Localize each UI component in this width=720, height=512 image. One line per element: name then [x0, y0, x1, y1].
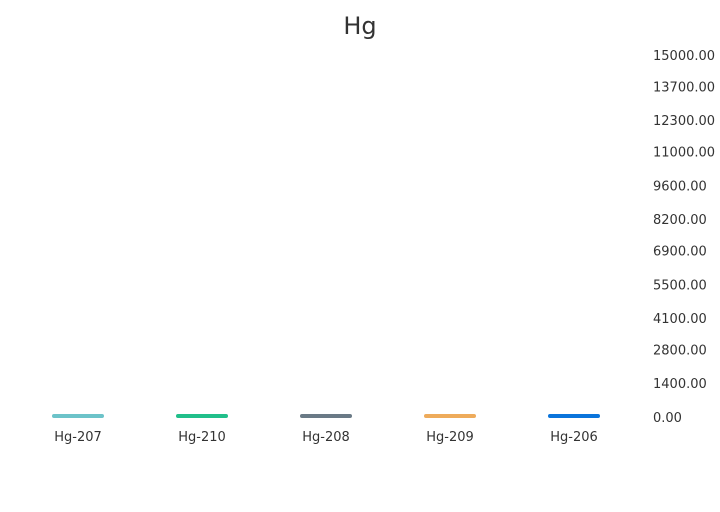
- category-labels: Hg-207 Hg-210 Hg-208 Hg-209 Hg-206: [54, 430, 598, 445]
- bar: [52, 414, 104, 418]
- category-label: Hg-208: [302, 430, 350, 445]
- y-tick-label: 1400.00: [653, 377, 707, 392]
- bars-layer: [52, 414, 600, 418]
- y-tick-label: 5500.00: [653, 278, 707, 293]
- bar: [548, 414, 600, 418]
- y-tick-label: 4100.00: [653, 312, 707, 327]
- chart-title: Hg: [343, 12, 376, 40]
- category-label: Hg-207: [54, 430, 102, 445]
- y-tick-label: 15000.00: [653, 49, 715, 64]
- category-label: Hg-206: [550, 430, 598, 445]
- bar: [176, 414, 228, 418]
- category-label: Hg-210: [178, 430, 226, 445]
- y-tick-label: 0.00: [653, 411, 682, 426]
- bar: [300, 414, 352, 418]
- y-axis-ticks: 0.00 1400.00 2800.00 4100.00 5500.00 6900.00 8…: [653, 49, 715, 426]
- y-tick-label: 9600.00: [653, 179, 707, 194]
- y-tick-label: 2800.00: [653, 343, 707, 358]
- y-tick-label: 8200.00: [653, 213, 707, 228]
- category-label: Hg-209: [426, 430, 474, 445]
- y-tick-label: 12300.00: [653, 114, 715, 129]
- y-tick-label: 6900.00: [653, 244, 707, 259]
- y-tick-label: 11000.00: [653, 146, 715, 161]
- bar: [424, 414, 476, 418]
- y-tick-label: 13700.00: [653, 80, 715, 95]
